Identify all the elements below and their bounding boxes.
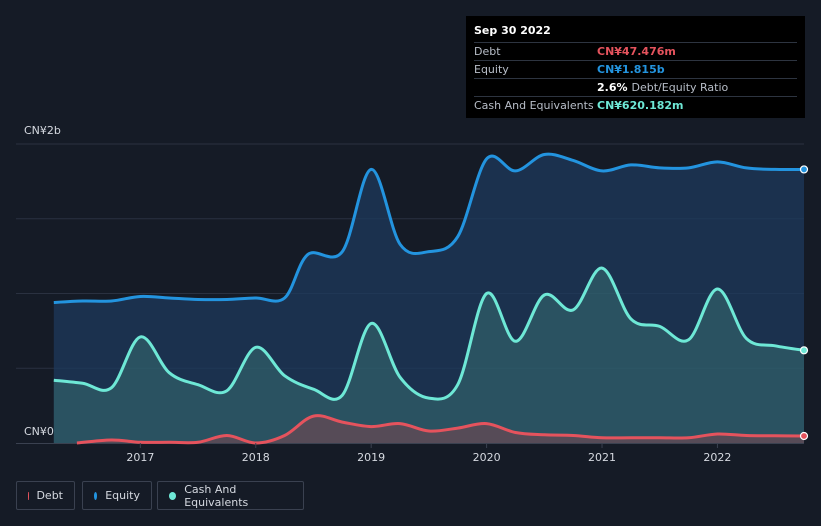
x-axis: 2017 2018 2019 2020 2021 2022 — [126, 443, 731, 464]
tooltip-cash-value: CN¥620.182m — [597, 99, 684, 112]
legend-item-debt[interactable]: Debt — [16, 481, 75, 510]
debt-end-point — [799, 431, 809, 441]
series-layer — [53, 152, 809, 445]
x-tick-label: 2020 — [473, 451, 501, 464]
x-tick-label: 2018 — [242, 451, 270, 464]
x-tick-label: 2021 — [588, 451, 616, 464]
y-tick-label-zero: CN¥0 — [24, 425, 54, 438]
cash-and-equivalents-end-point — [799, 346, 809, 355]
cash-and-equivalents-line — [53, 266, 805, 401]
tooltip-debt-label: Debt — [474, 45, 501, 58]
tooltip-debt-value: CN¥47.476m — [597, 45, 676, 58]
tooltip-ratio-label: Debt/Equity Ratio — [631, 81, 729, 94]
equity-line — [53, 152, 805, 304]
debt-area — [76, 415, 804, 443]
tooltip-debt-row: Debt CN¥47.476m — [474, 42, 797, 60]
x-tick-label: 2017 — [126, 451, 154, 464]
tooltip-equity-label: Equity — [474, 63, 509, 76]
tooltip-date: Sep 30 2022 — [474, 24, 551, 37]
legend-cash-dot — [169, 491, 177, 500]
legend-equity-label: Equity — [105, 489, 140, 502]
legend-item-cash[interactable]: Cash And Equivalents — [157, 481, 304, 510]
y-tick-label-top: CN¥2b — [24, 124, 61, 137]
tooltip-cash-row: Cash And Equivalents CN¥620.182m — [474, 96, 797, 114]
tooltip-equity-row: Equity CN¥1.815b — [474, 60, 797, 78]
x-tick-label: 2019 — [357, 451, 385, 464]
tooltip-cash-label: Cash And Equivalents — [474, 99, 594, 112]
tooltip-equity-value: CN¥1.815b — [597, 63, 665, 76]
legend-cash-label: Cash And Equivalents — [184, 482, 249, 509]
debt-line — [76, 414, 805, 445]
tooltip-ratio-value: 2.6% — [597, 81, 628, 94]
legend-item-equity[interactable]: Equity — [82, 481, 152, 510]
legend-equity-dot — [94, 491, 98, 500]
cash-and-equivalents-area — [53, 268, 805, 443]
x-tick-label: 2022 — [703, 451, 731, 464]
tooltip-panel: Sep 30 2022 Debt CN¥47.476m Equity CN¥1.… — [466, 16, 805, 118]
tooltip-ratio-row: 2.6% Debt/Equity Ratio — [474, 78, 797, 96]
equity-end-point — [799, 165, 809, 174]
legend-debt-label: Debt — [36, 489, 63, 502]
